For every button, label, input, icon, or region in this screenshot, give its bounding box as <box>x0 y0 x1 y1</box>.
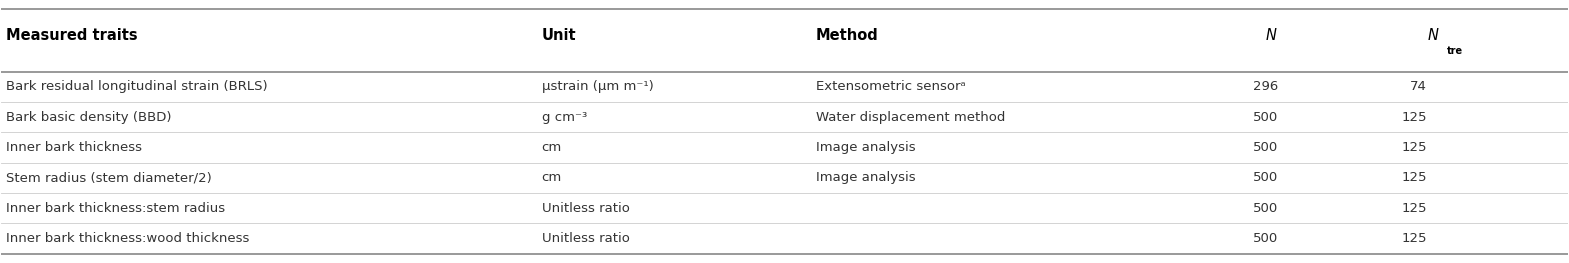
Text: $\mathbf{\mathit{N}}$: $\mathbf{\mathit{N}}$ <box>1426 27 1439 43</box>
Text: g cm⁻³: g cm⁻³ <box>541 111 587 124</box>
Text: 500: 500 <box>1252 141 1277 154</box>
Text: 125: 125 <box>1401 202 1426 215</box>
Text: Image analysis: Image analysis <box>816 171 915 184</box>
Text: Unitless ratio: Unitless ratio <box>541 232 629 245</box>
Text: Bark residual longitudinal strain (BRLS): Bark residual longitudinal strain (BRLS) <box>6 80 268 93</box>
Text: 125: 125 <box>1401 111 1426 124</box>
Text: Bark basic density (BBD): Bark basic density (BBD) <box>6 111 171 124</box>
Text: Unitless ratio: Unitless ratio <box>541 202 629 215</box>
Text: 74: 74 <box>1411 80 1426 93</box>
Text: Unit: Unit <box>541 28 576 43</box>
Text: cm: cm <box>541 141 562 154</box>
Text: Inner bark thickness:wood thickness: Inner bark thickness:wood thickness <box>6 232 249 245</box>
Text: $\mathbf{\mathit{N}}$: $\mathbf{\mathit{N}}$ <box>1265 27 1277 43</box>
Text: Method: Method <box>816 28 879 43</box>
Text: Measured traits: Measured traits <box>6 28 138 43</box>
Text: Inner bark thickness:stem radius: Inner bark thickness:stem radius <box>6 202 226 215</box>
Text: μstrain (μm m⁻¹): μstrain (μm m⁻¹) <box>541 80 653 93</box>
Text: Extensometric sensorᵃ: Extensometric sensorᵃ <box>816 80 965 93</box>
Text: Water displacement method: Water displacement method <box>816 111 1006 124</box>
Text: 125: 125 <box>1401 141 1426 154</box>
Text: 500: 500 <box>1252 202 1277 215</box>
Text: 296: 296 <box>1252 80 1277 93</box>
Text: 125: 125 <box>1401 232 1426 245</box>
Text: Image analysis: Image analysis <box>816 141 915 154</box>
Text: 125: 125 <box>1401 171 1426 184</box>
Text: tre: tre <box>1447 46 1464 56</box>
Text: cm: cm <box>541 171 562 184</box>
Text: Inner bark thickness: Inner bark thickness <box>6 141 143 154</box>
Text: 500: 500 <box>1252 111 1277 124</box>
Text: Stem radius (stem diameter/2): Stem radius (stem diameter/2) <box>6 171 212 184</box>
Text: 500: 500 <box>1252 171 1277 184</box>
Text: 500: 500 <box>1252 232 1277 245</box>
